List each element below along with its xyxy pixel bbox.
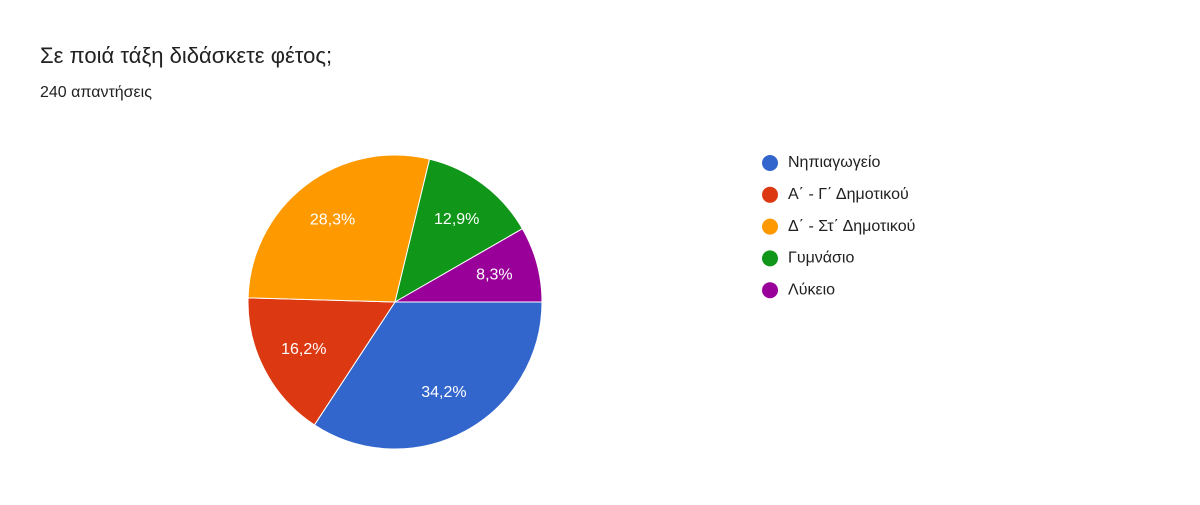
- legend-label: Δ΄ - Στ΄ Δημοτικού: [788, 218, 915, 235]
- pie-slice: [247, 154, 431, 303]
- legend-marker: [762, 155, 778, 171]
- pie-slice: [247, 297, 396, 426]
- legend-marker: [762, 186, 778, 203]
- legend-label: Γυμνάσιο: [788, 250, 854, 267]
- legend-marker: [762, 282, 778, 299]
- chart-subtitle: 240 απαντήσεις: [40, 84, 152, 101]
- slice-label: 34,2%: [421, 384, 466, 401]
- pie-slice: [394, 158, 524, 304]
- chart-title: Σε ποιά τάξη διδάσκετε φέτος;: [40, 43, 332, 68]
- slice-label: 8,3%: [476, 267, 512, 284]
- legend-marker: [762, 218, 778, 235]
- legend-label: Λύκειο: [788, 281, 835, 298]
- slice-label: 28,3%: [310, 211, 355, 228]
- slice-label: 16,2%: [281, 341, 326, 358]
- legend-label: Α΄ - Γ΄ Δημοτικού: [788, 186, 909, 203]
- legend-marker: [762, 250, 778, 267]
- slice-label: 12,9%: [434, 211, 479, 228]
- pie-slice: [393, 228, 543, 303]
- legend-label: Νηπιαγωγείο: [788, 154, 880, 171]
